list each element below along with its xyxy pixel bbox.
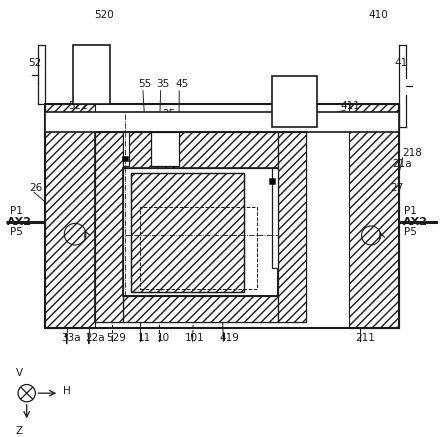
Text: 522: 522 (68, 101, 87, 111)
Bar (122, 156, 128, 161)
Bar (151, 132, 179, 166)
Bar (272, 76, 317, 128)
Text: 529: 529 (106, 333, 126, 343)
Text: 52: 52 (28, 58, 42, 68)
Bar (123, 132, 278, 169)
Text: 26: 26 (30, 183, 43, 193)
Bar (95, 132, 306, 322)
Text: H: H (63, 386, 71, 396)
Text: 218: 218 (403, 149, 423, 158)
Text: 45: 45 (175, 79, 189, 89)
Text: P5: P5 (10, 227, 23, 237)
Bar (278, 132, 306, 322)
Bar (349, 104, 399, 328)
Text: 211: 211 (355, 333, 375, 343)
Text: Z: Z (16, 426, 23, 436)
Text: 35: 35 (156, 79, 170, 89)
Bar (123, 296, 278, 322)
Bar (131, 173, 244, 291)
Text: AX1: AX1 (131, 196, 152, 206)
Text: 55: 55 (139, 79, 152, 89)
Text: P1: P1 (404, 206, 417, 216)
Bar (269, 178, 275, 184)
Text: AX2: AX2 (403, 217, 428, 227)
Bar (123, 132, 129, 166)
Bar (95, 132, 123, 322)
Bar (73, 45, 110, 104)
Bar (123, 132, 278, 169)
Bar (95, 132, 123, 322)
Bar (131, 173, 244, 291)
Bar (45, 112, 399, 132)
Bar (95, 132, 306, 322)
Text: 101: 101 (185, 333, 205, 343)
Bar (123, 169, 278, 296)
Text: 411: 411 (341, 101, 361, 111)
Bar (45, 104, 399, 328)
Text: 27: 27 (391, 183, 404, 193)
Text: 410: 410 (369, 10, 388, 20)
Bar (123, 169, 278, 296)
Text: P5: P5 (404, 227, 417, 237)
Text: P1: P1 (10, 206, 23, 216)
Bar (140, 208, 257, 289)
Text: 10: 10 (156, 333, 170, 343)
Text: 21a: 21a (392, 159, 412, 169)
Bar (272, 169, 278, 268)
Bar (278, 132, 306, 322)
Bar (45, 104, 95, 328)
Bar (123, 296, 278, 322)
Text: 11: 11 (138, 333, 151, 343)
Text: 520: 520 (95, 10, 114, 20)
Text: V: V (16, 368, 23, 378)
Text: X: X (293, 174, 300, 184)
Text: 41: 41 (395, 58, 408, 68)
Text: AX2: AX2 (7, 217, 32, 227)
Text: 25: 25 (163, 110, 176, 119)
Text: 419: 419 (220, 333, 240, 343)
Text: 22a: 22a (85, 333, 105, 343)
Text: 33a: 33a (61, 333, 81, 343)
